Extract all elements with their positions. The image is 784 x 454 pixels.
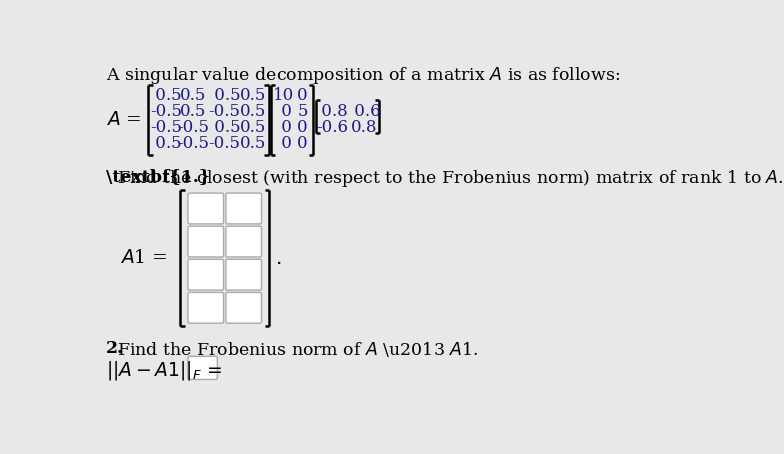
Text: .: . bbox=[275, 249, 282, 268]
Text: -0.5: -0.5 bbox=[209, 103, 241, 120]
FancyBboxPatch shape bbox=[188, 356, 217, 380]
Text: \textbf{1.}: \textbf{1.} bbox=[106, 168, 210, 185]
Text: 0.5: 0.5 bbox=[240, 119, 267, 136]
Text: -0.5: -0.5 bbox=[209, 135, 241, 152]
Text: 0.5: 0.5 bbox=[151, 87, 182, 104]
Text: 0: 0 bbox=[276, 103, 292, 120]
Text: 0.5: 0.5 bbox=[180, 87, 206, 104]
Text: -0.5: -0.5 bbox=[177, 135, 209, 152]
FancyBboxPatch shape bbox=[226, 292, 262, 323]
Text: 0.5: 0.5 bbox=[151, 135, 182, 152]
Text: Find the closest (with respect to the Frobenius norm) matrix of rank 1 to $\math: Find the closest (with respect to the Fr… bbox=[117, 168, 783, 189]
FancyBboxPatch shape bbox=[188, 193, 223, 224]
Text: 5: 5 bbox=[297, 103, 308, 120]
FancyBboxPatch shape bbox=[226, 259, 262, 290]
Text: 0: 0 bbox=[276, 119, 292, 136]
Text: -0.5: -0.5 bbox=[151, 119, 182, 136]
Text: 0.8: 0.8 bbox=[316, 103, 348, 120]
Text: 0.6: 0.6 bbox=[349, 103, 380, 120]
Text: 10: 10 bbox=[274, 87, 295, 104]
Text: 0.5: 0.5 bbox=[240, 135, 267, 152]
Text: 0.5: 0.5 bbox=[180, 103, 206, 120]
FancyBboxPatch shape bbox=[188, 226, 223, 257]
FancyBboxPatch shape bbox=[226, 193, 262, 224]
Text: Find the Frobenius norm of $\mathit{A}$ \u2013 $\mathit{A}$1.: Find the Frobenius norm of $\mathit{A}$ … bbox=[117, 340, 478, 359]
Text: 0: 0 bbox=[297, 87, 308, 104]
Text: -0.5: -0.5 bbox=[177, 119, 209, 136]
Text: 0.8: 0.8 bbox=[351, 119, 378, 136]
Text: 2.: 2. bbox=[106, 340, 124, 357]
Text: 0: 0 bbox=[276, 135, 292, 152]
Text: -0.6: -0.6 bbox=[316, 119, 348, 136]
Text: $\mathit{A}$1 =: $\mathit{A}$1 = bbox=[120, 249, 167, 267]
Text: 0.5: 0.5 bbox=[240, 87, 267, 104]
Text: 0: 0 bbox=[297, 119, 308, 136]
FancyBboxPatch shape bbox=[188, 259, 223, 290]
FancyBboxPatch shape bbox=[226, 226, 262, 257]
Text: 0.5: 0.5 bbox=[209, 87, 240, 104]
FancyBboxPatch shape bbox=[188, 292, 223, 323]
Text: $||\mathit{A} - \mathit{A}1||_F\,=$: $||\mathit{A} - \mathit{A}1||_F\,=$ bbox=[106, 359, 223, 382]
Text: -0.5: -0.5 bbox=[151, 103, 182, 120]
Text: 0: 0 bbox=[297, 135, 308, 152]
Text: 0.5: 0.5 bbox=[240, 103, 267, 120]
Text: A singular value decomposition of a matrix $\mathit{A}$ is as follows:: A singular value decomposition of a matr… bbox=[106, 65, 620, 86]
Text: 0.5: 0.5 bbox=[209, 119, 240, 136]
Text: $\mathit{A}$ =: $\mathit{A}$ = bbox=[106, 111, 141, 129]
